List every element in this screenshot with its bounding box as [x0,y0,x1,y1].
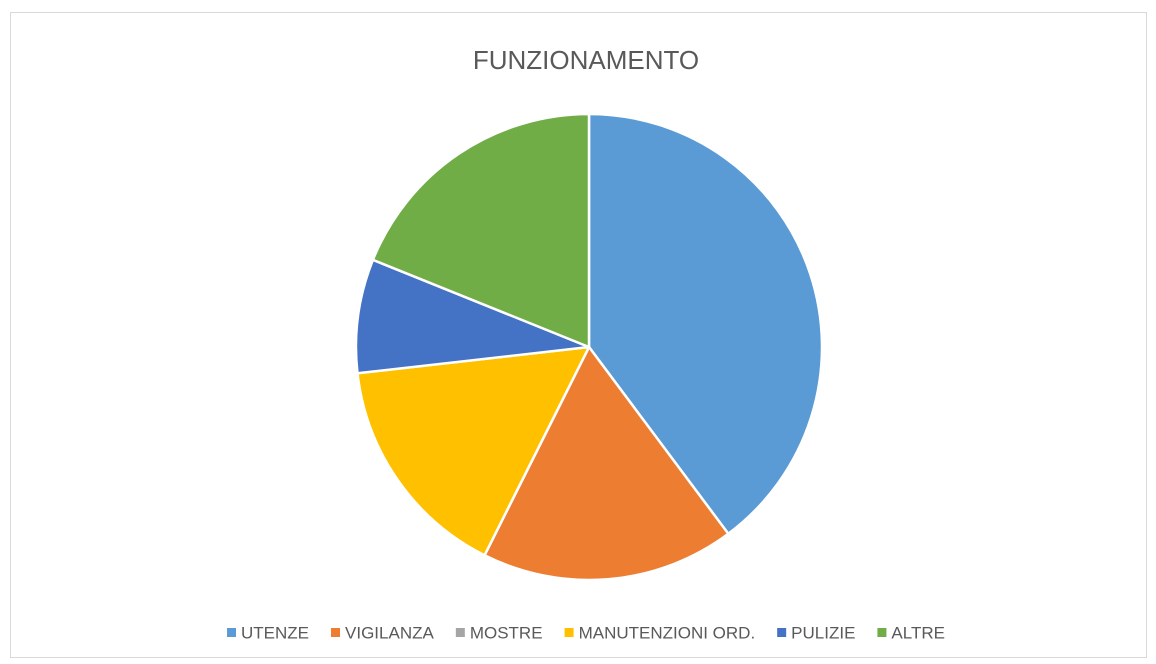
legend-swatch [777,628,787,637]
legend-label: MOSTRE [470,623,543,642]
pie-slice [354,258,591,375]
legend-swatch [331,628,341,637]
pie-slice [371,112,591,349]
legend-swatch [564,628,574,637]
pie-slice [587,112,824,536]
chart-title: FUNZIONAMENTO [473,45,699,75]
legend: UTENZE VIGILANZA MOSTRE MANUTENZIONI ORD. PU… [227,623,945,642]
pie-slice [483,345,730,582]
legend-swatch [455,628,465,637]
legend-swatch [227,628,237,637]
legend-label: ALTRE [891,623,945,642]
legend-label: VIGILANZA [345,623,434,642]
pie-slice [356,345,591,557]
legend-swatch [877,628,887,637]
legend-label: MANUTENZIONI ORD. [579,623,756,642]
legend-label: UTENZE [241,623,309,642]
pie [354,112,824,582]
legend-label: PULIZIE [791,623,855,642]
